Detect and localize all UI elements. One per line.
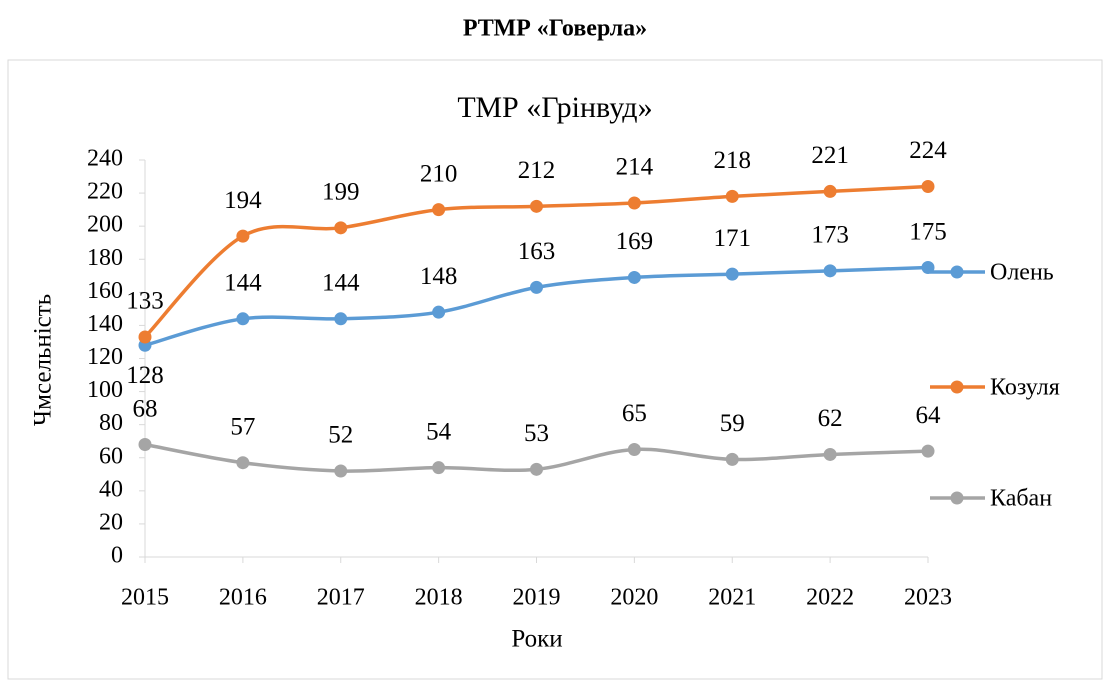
x-tick-label: 2019: [513, 585, 561, 611]
point: [627, 196, 641, 210]
data-label: 65: [622, 400, 647, 427]
data-label: 148: [420, 263, 458, 290]
data-label: 52: [328, 422, 353, 449]
point: [921, 444, 935, 458]
data-label: 59: [720, 410, 745, 437]
data-label: 54: [426, 418, 452, 445]
data-label: 218: [714, 147, 752, 174]
point: [725, 189, 739, 203]
y-tick-label: 160: [87, 278, 123, 304]
chart-title: ТМР «Грінвуд»: [457, 91, 652, 124]
x-axis-label: Роки: [511, 626, 562, 653]
data-label: 169: [616, 228, 654, 255]
legend-marker: [950, 265, 964, 279]
data-label: 163: [518, 238, 556, 265]
y-tick-label: 80: [99, 410, 123, 436]
legend-marker: [950, 380, 964, 394]
x-tick-label: 2015: [121, 585, 169, 611]
point: [823, 264, 837, 278]
y-tick-label: 120: [87, 344, 123, 370]
point: [530, 199, 543, 213]
point: [334, 221, 348, 235]
data-label: 199: [322, 179, 360, 206]
point: [725, 267, 739, 281]
data-label: 173: [811, 222, 849, 249]
x-tick-label: 2018: [415, 585, 463, 611]
caption: РТМР «Говерла»: [463, 16, 647, 42]
y-tick-label: 140: [87, 311, 123, 337]
data-label: 57: [230, 413, 255, 440]
point: [921, 179, 935, 193]
point: [138, 330, 152, 344]
data-label: 175: [909, 218, 947, 245]
data-label: 144: [224, 270, 262, 297]
data-label: 128: [126, 362, 164, 389]
data-label: 210: [420, 160, 458, 187]
point: [334, 464, 348, 478]
legend-label: Козуля: [990, 375, 1060, 401]
point: [725, 452, 739, 466]
point: [138, 438, 152, 452]
x-tick-label: 2017: [317, 585, 365, 611]
y-axis-label: Чмсельність: [30, 294, 57, 426]
y-tick-label: 40: [99, 476, 123, 502]
point: [334, 312, 348, 326]
data-label: 62: [818, 405, 843, 432]
point: [432, 305, 446, 319]
point: [432, 203, 446, 217]
data-label: 64: [916, 402, 942, 429]
data-label: 53: [524, 420, 549, 447]
x-tick-label: 2023: [904, 585, 952, 611]
y-tick-label: 60: [99, 443, 123, 469]
point: [627, 442, 641, 456]
y-tick-label: 220: [87, 179, 123, 205]
point: [236, 229, 250, 243]
y-tick-label: 180: [87, 245, 123, 271]
point: [627, 270, 641, 284]
data-label: 144: [322, 270, 360, 297]
x-tick-label: 2020: [610, 585, 658, 611]
x-tick-label: 2016: [219, 585, 267, 611]
legend-marker: [950, 491, 964, 505]
point: [236, 312, 250, 326]
point: [823, 184, 837, 198]
y-tick-label: 200: [87, 212, 123, 238]
chart-frame: [7, 59, 1103, 680]
x-tick-label: 2021: [708, 585, 756, 611]
data-label: 212: [518, 157, 556, 184]
point: [823, 447, 837, 461]
y-tick-label: 100: [87, 377, 123, 403]
point: [236, 456, 250, 470]
point: [530, 462, 543, 476]
x-tick-label: 2022: [806, 585, 854, 611]
data-label: 171: [714, 225, 752, 252]
data-label: 214: [616, 154, 654, 181]
data-label: 194: [224, 187, 262, 214]
data-label: 221: [811, 142, 849, 169]
data-label: 224: [909, 137, 947, 164]
y-tick-label: 20: [99, 509, 123, 535]
legend-label: Кабан: [990, 486, 1052, 512]
data-label: 133: [126, 288, 164, 315]
point: [530, 280, 543, 294]
y-tick-label: 0: [111, 543, 123, 569]
legend-label: Олень: [990, 260, 1054, 286]
point: [432, 461, 446, 475]
data-label: 68: [133, 395, 158, 422]
y-tick-label: 240: [87, 146, 123, 172]
